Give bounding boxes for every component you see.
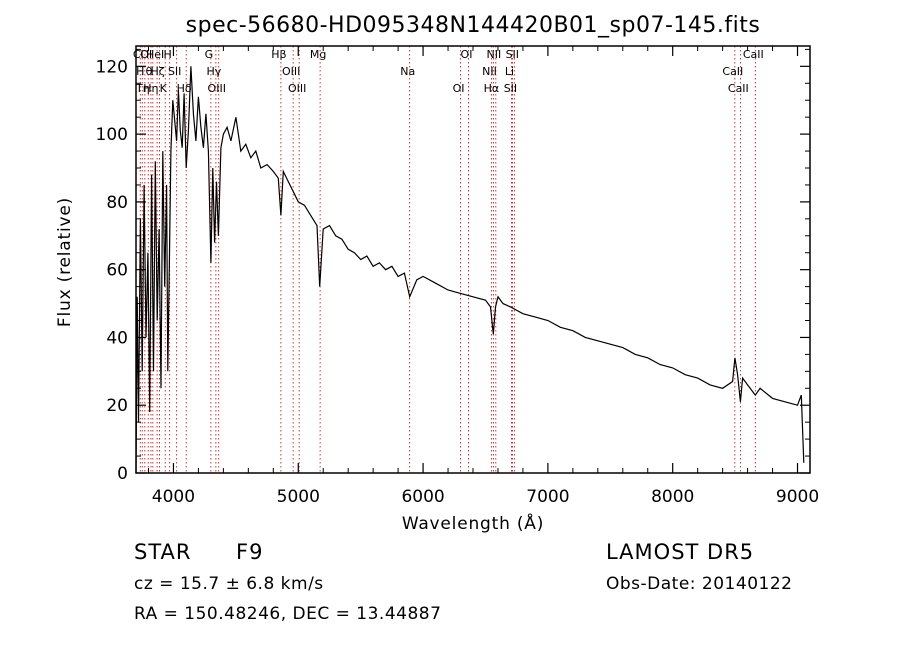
spectral-line-label: Tη bbox=[135, 82, 150, 95]
chart-title: spec-56680-HD095348N144420B01_sp07-145.f… bbox=[186, 13, 761, 38]
x-tick-label: 7000 bbox=[526, 487, 569, 507]
spectral-line-label: Hα bbox=[484, 82, 500, 95]
redshift-readout: cz = 15.7 ± 6.8 km/s bbox=[134, 574, 324, 594]
y-tick-label: 100 bbox=[96, 125, 128, 145]
spectral-line-label: CaII bbox=[728, 82, 749, 95]
spectral-line-label: Na bbox=[400, 65, 415, 78]
y-tick-label: 80 bbox=[106, 193, 128, 213]
y-tick-label: 40 bbox=[106, 328, 128, 348]
spectral-line-label: θ bbox=[146, 65, 153, 78]
observation-date: Obs-Date: 20140122 bbox=[606, 574, 793, 594]
spectral-line-label: NII bbox=[486, 48, 501, 61]
x-tick-label: 8000 bbox=[651, 487, 694, 507]
spectrum-line bbox=[135, 66, 805, 474]
spectral-line-label: SII bbox=[504, 82, 517, 95]
spectral-line-label: OI bbox=[140, 48, 152, 61]
y-tick-label: 60 bbox=[106, 261, 128, 281]
object-class: STAR bbox=[134, 540, 192, 564]
x-tick-label: 6000 bbox=[401, 487, 444, 507]
spectral-line-label: H bbox=[136, 65, 144, 78]
spectral-line-label: OIII bbox=[208, 82, 226, 95]
object-subclass: F9 bbox=[236, 540, 264, 564]
spectral-line-label: Hδ bbox=[177, 82, 192, 95]
spectral-line-label: CaII bbox=[722, 65, 743, 78]
spectral-line-label: Li bbox=[505, 65, 514, 78]
spectral-line-label: Cl bbox=[133, 48, 144, 61]
spectral-line-label: OIII bbox=[288, 82, 306, 95]
spectral-line-label: HeI bbox=[146, 48, 164, 61]
coordinates: RA = 150.48246, DEC = 13.44887 bbox=[134, 604, 442, 624]
spectral-line-label: OI bbox=[461, 48, 473, 61]
spectral-line-label: OI bbox=[453, 82, 465, 95]
spectral-line-label: H bbox=[164, 48, 172, 61]
x-tick-label: 5000 bbox=[277, 487, 320, 507]
spectral-line-label: NII bbox=[482, 65, 497, 78]
spectral-line-label: Hγ bbox=[206, 65, 221, 78]
spectral-line-label: Hζ bbox=[150, 65, 164, 78]
spectral-line-label: Hβ bbox=[271, 48, 286, 61]
x-axis-label: Wavelength (Å) bbox=[402, 512, 544, 534]
y-axis-label: Flux (relative) bbox=[55, 197, 75, 327]
spectral-line-label: SII bbox=[506, 48, 519, 61]
spectral-line-label: G bbox=[205, 48, 214, 61]
y-tick-label: 0 bbox=[117, 464, 128, 484]
survey-name: LAMOST DR5 bbox=[606, 540, 755, 564]
y-tick-label: 20 bbox=[106, 396, 128, 416]
spectral-line-label: OIII bbox=[282, 65, 300, 78]
spectral-line-label: SII bbox=[168, 65, 181, 78]
spectral-line-label: CaII bbox=[743, 48, 764, 61]
y-tick-label: 120 bbox=[96, 57, 128, 77]
spectral-line-label: Hη bbox=[143, 82, 158, 95]
spectral-line-label: Mg bbox=[310, 48, 326, 61]
plot-frame bbox=[135, 45, 811, 474]
x-tick-label: 4000 bbox=[152, 487, 195, 507]
spectral-line-label: K bbox=[160, 82, 168, 95]
x-tick-label: 9000 bbox=[776, 487, 819, 507]
